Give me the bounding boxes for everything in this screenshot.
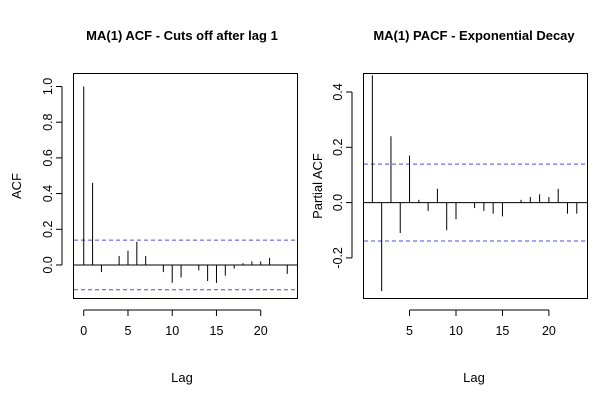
pacf-ylabel: Partial ACF [310, 153, 325, 219]
acf-title: MA(1) ACF - Cuts off after lag 1 [86, 28, 278, 43]
pacf-y-axis: -0.2 0.0 0.2 0.4 [331, 83, 353, 269]
acf-y-axis: 0.0 0.2 0.4 0.6 0.8 1.0 [41, 78, 63, 274]
pacf-bars [371, 75, 578, 292]
acf-y-tick-label: 0.8 [41, 113, 55, 130]
pacf-x-tick-label: 5 [406, 324, 413, 338]
pacf-confidence-band [364, 163, 587, 242]
acf-ylabel: ACF [9, 173, 24, 199]
pacf-title: MA(1) PACF - Exponential Decay [373, 28, 575, 43]
acf-x-tick-label: 10 [165, 324, 179, 338]
acf-xlabel: Lag [171, 370, 193, 385]
pacf-x-axis: 5 10 15 20 [406, 309, 556, 338]
acf-x-tick-label: 20 [254, 324, 268, 338]
pacf-xlabel: Lag [463, 370, 485, 385]
acf-y-tick-label: 0.6 [41, 149, 55, 166]
pacf-x-tick-label: 15 [495, 324, 509, 338]
pacf-y-tick-label: -0.2 [331, 247, 345, 269]
acf-bars [83, 86, 288, 283]
pacf-plot-box [363, 73, 588, 299]
acf-y-tick-label: 0.0 [41, 256, 55, 273]
acf-confidence-band [74, 239, 297, 291]
acf-panel: MA(1) ACF - Cuts off after lag 1 0 5 10 15 2… [9, 28, 298, 385]
pacf-y-tick-label: 0.0 [331, 194, 345, 211]
acf-x-axis: 0 5 10 15 20 [80, 309, 268, 338]
pacf-panel: MA(1) PACF - Exponential Decay 5 10 15 20 -… [310, 28, 588, 385]
pacf-x-tick-label: 20 [542, 324, 556, 338]
pacf-y-tick-label: 0.4 [331, 83, 345, 100]
acf-y-tick-label: 0.4 [41, 185, 55, 202]
acf-x-tick-label: 15 [210, 324, 224, 338]
acf-y-tick-label: 0.2 [41, 221, 55, 238]
acf-x-tick-label: 5 [125, 324, 132, 338]
pacf-x-tick-label: 10 [449, 324, 463, 338]
acf-y-tick-label: 1.0 [41, 78, 55, 95]
acf-x-tick-label: 0 [80, 324, 87, 338]
acf-plot-box [73, 73, 298, 299]
pacf-y-tick-label: 0.2 [331, 139, 345, 156]
